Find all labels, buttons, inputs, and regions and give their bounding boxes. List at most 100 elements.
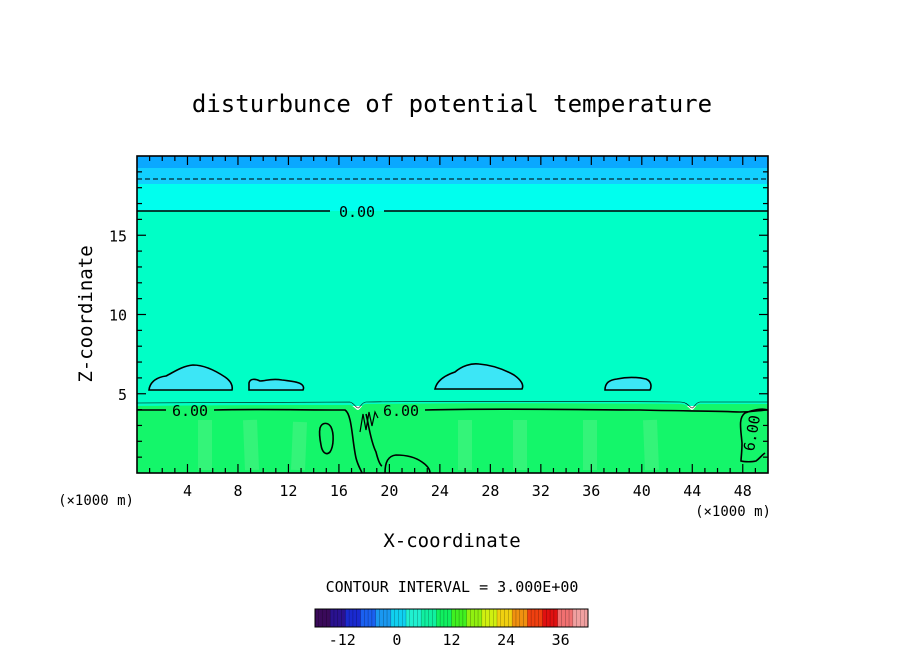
x-tick-label: 32 <box>532 482 550 500</box>
contour-label-six-right: 6.00 <box>740 414 764 453</box>
colorbar-cell <box>572 609 578 627</box>
colorbar-cell <box>368 609 373 627</box>
colorbar-cell <box>478 609 483 627</box>
colorbar-cell <box>493 609 498 627</box>
colorbar-cell <box>527 609 532 627</box>
colorbar-cell <box>428 609 433 627</box>
contour-lines <box>137 178 768 473</box>
colorbar-cell <box>379 609 384 627</box>
colorbar-ticks: -12 0 12 24 36 <box>329 631 570 649</box>
colorbar-tick-label: 12 <box>442 631 460 649</box>
colorbar-cell <box>337 609 342 627</box>
contour-line-six <box>137 408 768 473</box>
colorbar-cell <box>512 609 517 627</box>
x-tick-label: 28 <box>481 482 499 500</box>
x-tick-label: 24 <box>431 482 449 500</box>
colorbar-cell <box>371 609 377 627</box>
x-tick-label: 48 <box>734 482 752 500</box>
colorbar-frame <box>314 608 589 628</box>
colorbar-cell <box>538 609 543 627</box>
colorbar-cell <box>542 609 547 627</box>
colorbar-cell <box>315 609 320 627</box>
colorbar-cell <box>326 609 331 627</box>
x-tick-label: 16 <box>330 482 348 500</box>
y-tick-label: 15 <box>109 227 127 245</box>
colorbar-cell <box>349 609 354 627</box>
colorbar <box>314 608 589 628</box>
colorbar-cell <box>565 609 570 627</box>
contour-label-six-left: 6.00 <box>172 402 208 420</box>
x-tick-label: 36 <box>582 482 600 500</box>
colorbar-cell <box>352 609 358 627</box>
colorbar-cell <box>550 609 555 627</box>
colorbar-cell <box>364 609 369 627</box>
colorbar-cell <box>356 609 361 627</box>
colorbar-cell <box>534 609 540 627</box>
colorbar-cell <box>470 609 475 627</box>
colorbar-cell <box>508 609 513 627</box>
colorbar-cell <box>462 609 468 627</box>
x-tick-label: 8 <box>233 482 242 500</box>
colorbar-cell <box>432 609 437 627</box>
x-tick-label: 20 <box>380 482 398 500</box>
x-tick-label: 44 <box>683 482 701 500</box>
x-tick-label: 40 <box>633 482 651 500</box>
colorbar-cell <box>413 609 418 627</box>
colorbar-cell <box>485 609 490 627</box>
x-unit-right: (×1000 m) <box>695 504 771 520</box>
colorbar-cell <box>584 609 589 627</box>
colorbar-cell <box>546 609 551 627</box>
x-axis-label: X-coordinate <box>383 530 520 552</box>
colorbar-cell <box>387 609 392 627</box>
contour-fills <box>137 156 768 473</box>
colorbar-cell <box>576 609 581 627</box>
colorbar-cell <box>345 609 350 627</box>
contour-label-six-mid: 6.00 <box>383 402 419 420</box>
fill-top-dark <box>137 156 768 168</box>
colorbar-cell <box>447 609 452 627</box>
colorbar-cell <box>443 609 449 627</box>
colorbar-cell <box>406 609 411 627</box>
colorbar-cell <box>553 609 559 627</box>
contour-loop-1 <box>318 422 334 455</box>
colorbar-cell <box>531 609 536 627</box>
contour-loop-2 <box>384 454 431 473</box>
bubble-1 <box>148 364 234 391</box>
colorbar-cell <box>383 609 388 627</box>
y-tick-label: 5 <box>118 386 127 404</box>
colorbar-cell <box>481 609 487 627</box>
colorbar-tick-label: 36 <box>552 631 570 649</box>
bubble-3 <box>434 363 524 390</box>
colorbar-cell <box>375 609 380 627</box>
colorbar-cell <box>557 609 562 627</box>
colorbar-cell <box>474 609 479 627</box>
x-unit-left: (×1000 m) <box>58 493 134 509</box>
colorbar-cell <box>390 609 396 627</box>
x-axis: 4 8 12 16 20 24 28 32 36 40 44 48 <box>149 156 756 500</box>
bubble-2 <box>248 378 305 391</box>
contour-boundary <box>137 400 768 409</box>
contour-line-wiggle <box>359 410 379 433</box>
chart-title: disturbunce of potential temperature <box>192 90 712 118</box>
colorbar-cell <box>497 609 502 627</box>
colorbar-cell <box>561 609 566 627</box>
colorbar-cell <box>402 609 407 627</box>
plume-streaks <box>198 419 659 471</box>
colorbar-cell <box>489 609 494 627</box>
x-tick-label: 12 <box>279 482 297 500</box>
colorbar-cell <box>569 609 574 627</box>
x-tick-label: 4 <box>183 482 192 500</box>
colorbar-cell <box>421 609 426 627</box>
contour-loop-right <box>739 408 768 463</box>
colorbar-cell <box>515 609 521 627</box>
colorbar-tick-label: 0 <box>392 631 401 649</box>
colorbar-cell <box>451 609 456 627</box>
colorbar-cell <box>455 609 460 627</box>
colorbar-cell <box>398 609 403 627</box>
colorbar-cell <box>322 609 327 627</box>
colorbar-cell <box>417 609 422 627</box>
colorbar-cell <box>523 609 528 627</box>
fill-upper <box>137 184 768 211</box>
colorbar-tick-label: 24 <box>497 631 515 649</box>
